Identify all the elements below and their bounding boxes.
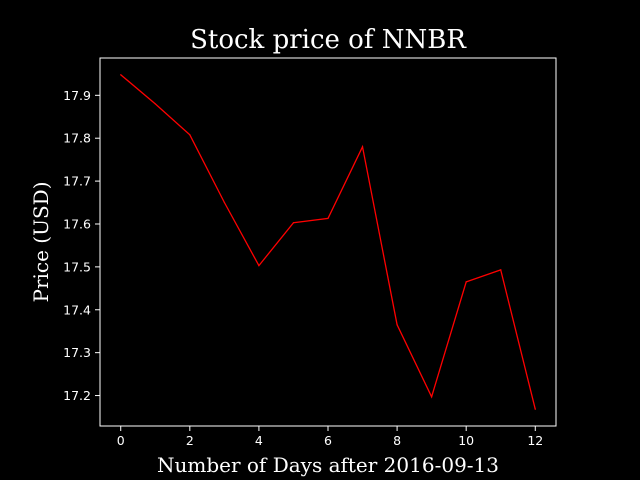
- y-tick-label: 17.6: [63, 216, 91, 231]
- data-point: [396, 324, 398, 326]
- y-tick-label: 17.4: [63, 302, 91, 317]
- y-tick-label: 17.9: [63, 88, 91, 103]
- price-series-line: [120, 74, 536, 410]
- data-point: [258, 264, 260, 267]
- x-tick-label: 8: [393, 433, 401, 448]
- data-point: [327, 217, 329, 220]
- data-point: [361, 146, 364, 148]
- y-tick-label: 17.2: [63, 388, 91, 403]
- data-point: [120, 74, 122, 76]
- plot-area-frame: [99, 57, 557, 427]
- data-point: [431, 396, 433, 398]
- data-points: [120, 74, 536, 410]
- data-point: [292, 222, 295, 224]
- x-tick-label: 10: [458, 433, 474, 448]
- x-axis-label: Number of Days after 2016-09-13: [157, 453, 499, 477]
- x-axis: 0 2 4 6 8 10 12: [117, 426, 543, 448]
- data-point: [154, 103, 156, 105]
- y-tick-label: 17.3: [63, 345, 91, 360]
- x-tick-label: 4: [255, 433, 263, 448]
- x-tick-label: 6: [324, 433, 332, 448]
- y-tick-label: 17.8: [63, 131, 91, 146]
- x-tick-label: 12: [527, 433, 543, 448]
- data-point: [465, 281, 467, 283]
- y-axis-label: Price (USD): [29, 181, 53, 302]
- x-tick-label: 2: [186, 433, 194, 448]
- x-tick-label: 0: [117, 433, 125, 448]
- data-point: [189, 134, 191, 136]
- y-tick-label: 17.7: [63, 174, 91, 189]
- chart-title: Stock price of NNBR: [190, 25, 467, 55]
- data-point: [534, 408, 536, 410]
- data-point: [223, 201, 225, 204]
- data-point: [500, 269, 502, 271]
- y-axis: 17.2 17.3 17.4 17.5 17.6 17.7 17.8 17.9: [63, 88, 100, 403]
- y-tick-label: 17.5: [63, 259, 91, 274]
